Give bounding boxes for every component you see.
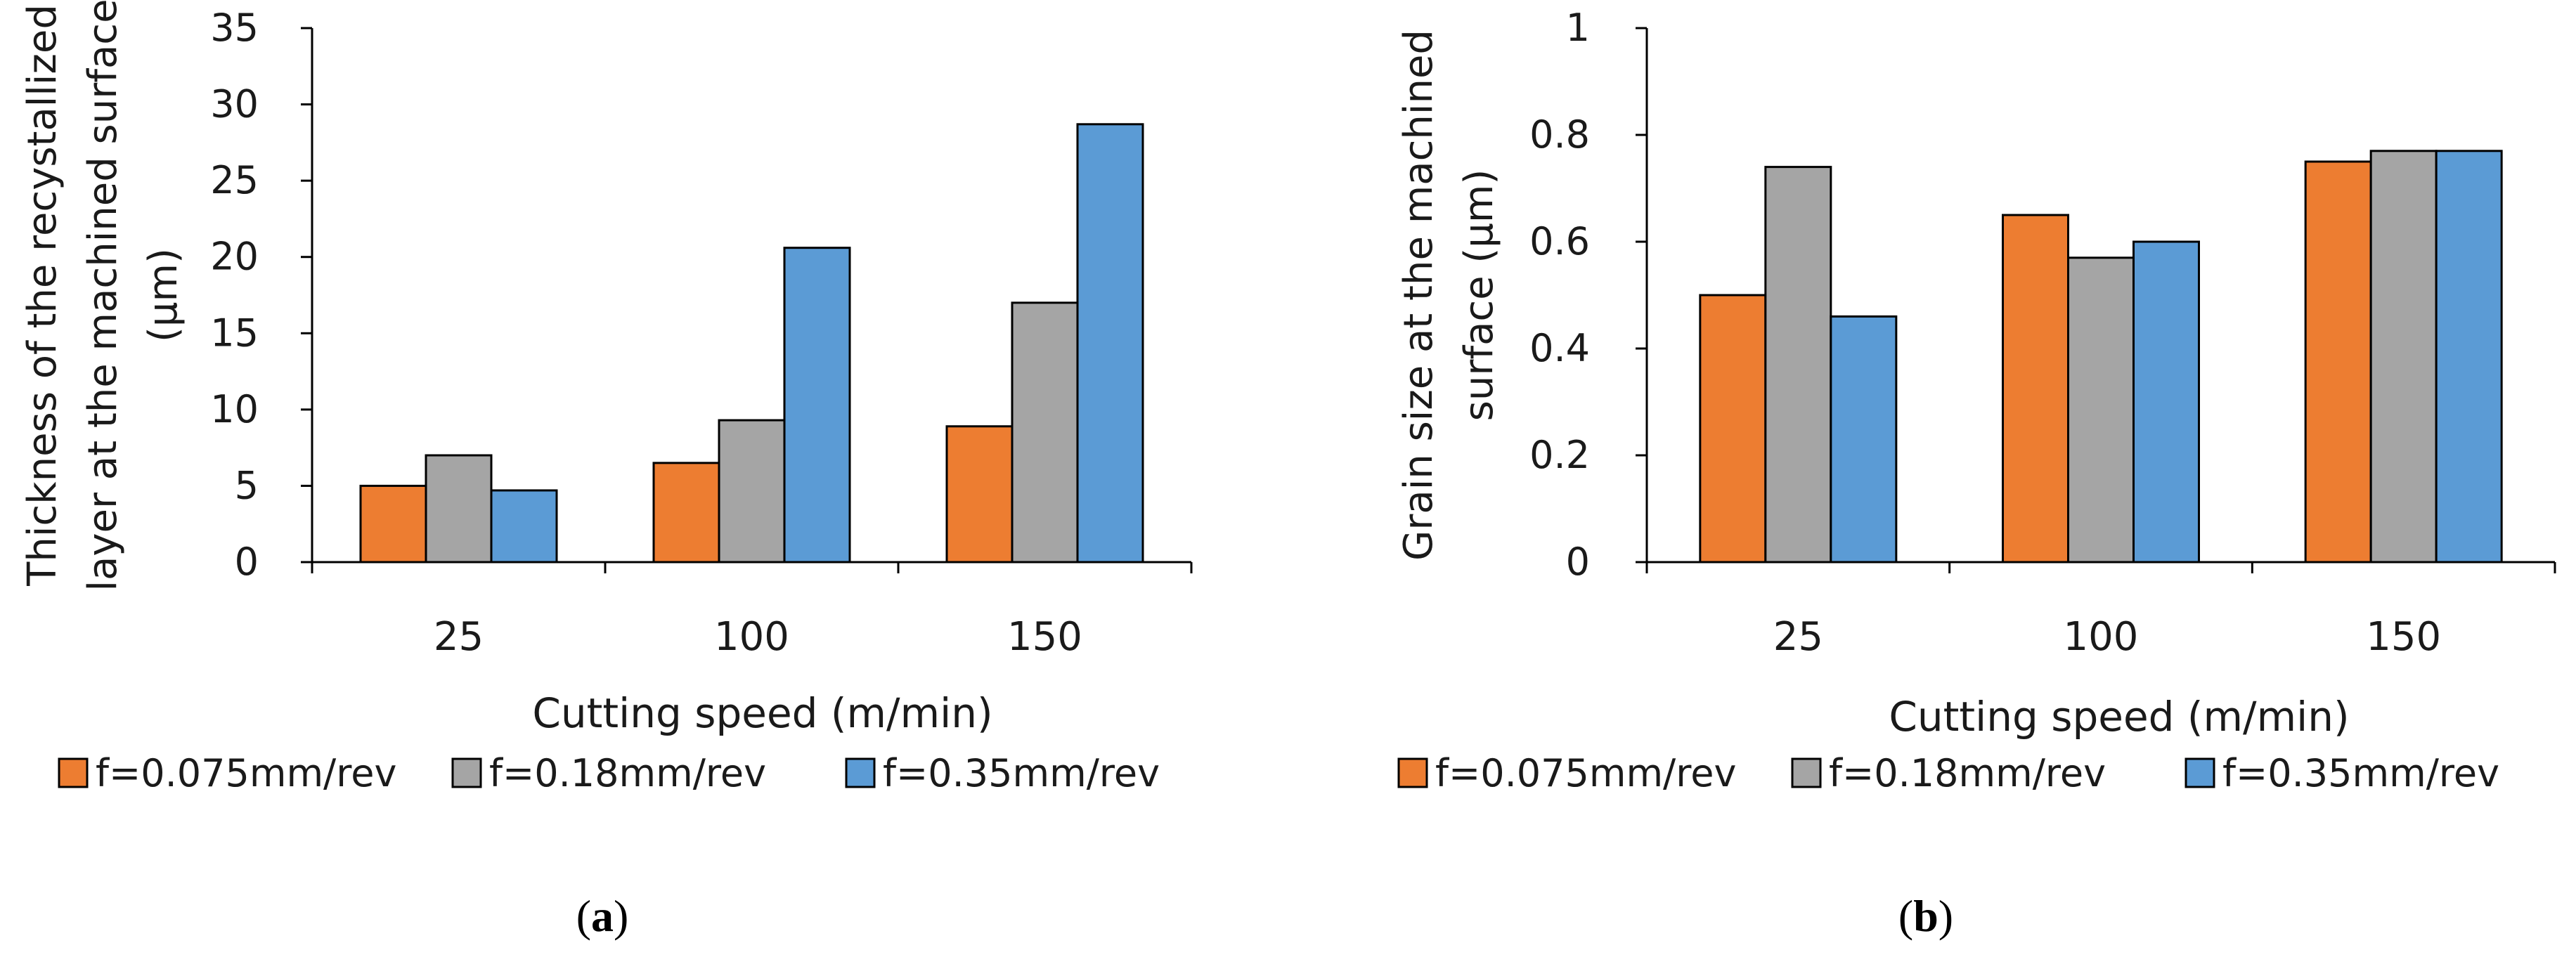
y-axis-label-line: Grain size at the machined	[1396, 30, 1442, 561]
panel-a: 0 5 10 15 20 25 30 35 25 100 150 Cutting speed (m/m…	[20, 0, 1193, 941]
bar-f=0.18mm/rev-100	[718, 419, 786, 564]
bar-f=0.35mm/rev-100	[2132, 240, 2200, 564]
y-tick-label: 0.4	[1529, 326, 1590, 370]
caption-letter: a	[591, 891, 614, 941]
bar-f=0.18mm/rev-25	[1764, 166, 1832, 564]
x-tick-label: 25	[434, 614, 484, 660]
y-tick-label: 0	[235, 540, 259, 584]
y-tick-label: 0.2	[1529, 433, 1590, 477]
bar-f=0.35mm/rev-150	[1076, 123, 1144, 564]
legend-swatch-f=0.075mm/rev	[1397, 757, 1428, 788]
bar-f=0.075mm/rev-150	[945, 425, 1014, 564]
legend-label: f=0.18mm/rev	[489, 751, 766, 795]
bar-f=0.075mm/rev-100	[2002, 214, 2069, 564]
bar-f=0.075mm/rev-100	[652, 462, 720, 564]
x-axis-label: Cutting speed (m/min)	[532, 689, 992, 737]
bar-f=0.18mm/rev-25	[425, 454, 493, 564]
y-tick-label: 10	[210, 387, 259, 431]
bar-f=0.18mm/rev-100	[2067, 256, 2135, 564]
x-tick-label: 150	[1007, 614, 1082, 660]
bar-f=0.35mm/rev-100	[783, 247, 851, 564]
bar-f=0.18mm/rev-150	[1011, 301, 1079, 564]
bar-f=0.35mm/rev-25	[1830, 315, 1898, 564]
legend-label: f=0.075mm/rev	[96, 751, 396, 795]
y-tick-label: 5	[235, 463, 259, 507]
y-tick-label: 25	[210, 158, 259, 202]
y-tick-label: 1	[1566, 6, 1590, 50]
y-axis-label-line: layer at the machined surface	[80, 0, 126, 592]
x-tick-label: 25	[1773, 614, 1823, 660]
caption-letter: b	[1913, 891, 1939, 941]
legend-label: f=0.18mm/rev	[1829, 751, 2106, 795]
legend-swatch-f=0.35mm/rev	[2185, 757, 2215, 788]
caption-paren-open: (	[1898, 891, 1913, 941]
bar-f=0.075mm/rev-25	[359, 484, 427, 564]
y-tick-label: 0	[1566, 540, 1590, 584]
legend-label: f=0.075mm/rev	[1435, 751, 1736, 795]
y-axis-label-line: (μm)	[141, 248, 186, 342]
x-tick-label: 100	[2064, 614, 2139, 660]
legend-swatch-f=0.075mm/rev	[58, 757, 89, 788]
bar-f=0.18mm/rev-150	[2369, 150, 2438, 564]
legend-label: f=0.35mm/rev	[883, 751, 1160, 795]
legend-swatch-f=0.18mm/rev	[1791, 757, 1822, 788]
y-axis-label-line: Thickness of the recystallized	[20, 4, 65, 587]
panel-caption: (a)	[576, 891, 629, 941]
legend-label: f=0.35mm/rev	[2222, 751, 2499, 795]
legend-swatch-f=0.18mm/rev	[451, 757, 482, 788]
y-tick-label: 0.6	[1529, 219, 1590, 263]
panel-caption: (b)	[1898, 891, 1953, 941]
y-tick-label: 15	[210, 311, 259, 355]
y-tick-label: 35	[210, 6, 259, 50]
bar-f=0.35mm/rev-150	[2435, 150, 2503, 564]
bar-f=0.075mm/rev-25	[1699, 294, 1767, 564]
panel-b: 0 0.2 0.4 0.6 0.8 1 25 100 150 Cutting speed (m/m…	[1396, 6, 2556, 941]
bar-f=0.075mm/rev-150	[2304, 160, 2372, 564]
caption-paren-open: (	[576, 891, 591, 941]
bar-f=0.35mm/rev-25	[490, 489, 558, 564]
caption-paren-close: )	[614, 891, 628, 941]
caption-paren-close: )	[1939, 891, 1953, 941]
legend-swatch-f=0.35mm/rev	[845, 757, 876, 788]
x-tick-label: 100	[714, 614, 789, 660]
x-tick-label: 150	[2366, 614, 2441, 660]
y-tick-label: 30	[210, 82, 259, 126]
y-axis-label-line: surface (μm)	[1456, 169, 1502, 422]
x-axis-label: Cutting speed (m/min)	[1889, 693, 2349, 741]
y-tick-label: 0.8	[1529, 112, 1590, 157]
y-tick-label: 20	[210, 235, 259, 279]
